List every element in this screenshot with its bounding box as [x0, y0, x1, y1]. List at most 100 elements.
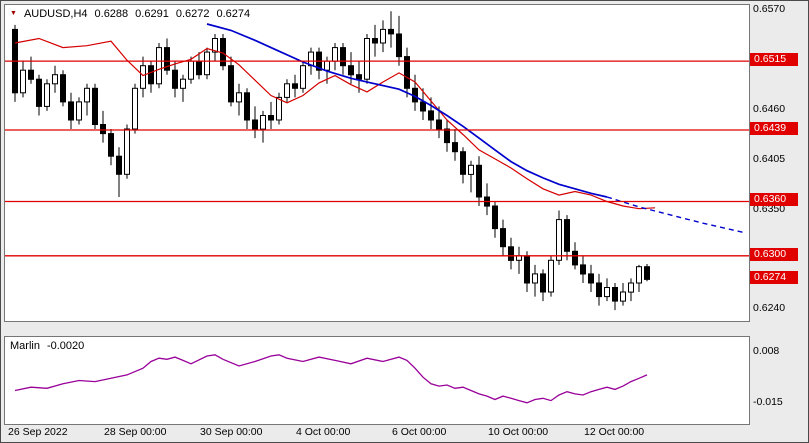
symbol-marker-icon: ▼ — [10, 10, 17, 17]
candle — [180, 74, 186, 102]
candle — [196, 52, 202, 80]
candle — [268, 101, 274, 129]
candle — [100, 110, 106, 143]
candle — [524, 251, 530, 292]
candle — [460, 147, 466, 184]
time-axis-label: 26 Sep 2022 — [8, 426, 68, 438]
candle — [388, 11, 394, 48]
trend-projection-line — [606, 196, 744, 233]
candle — [68, 92, 74, 129]
candle — [316, 47, 322, 80]
ohlc-low: 0.6272 — [175, 8, 210, 20]
level-price-label: 0.6439 — [750, 122, 798, 135]
candle — [636, 264, 642, 292]
candle — [500, 219, 506, 256]
candle — [612, 283, 618, 311]
candle — [644, 264, 650, 282]
candle — [84, 83, 90, 116]
time-axis-label: 4 Oct 00:00 — [296, 426, 351, 438]
candle — [108, 129, 114, 166]
candle — [228, 56, 234, 107]
candle — [92, 83, 98, 129]
candle — [156, 43, 162, 89]
fast-ma-line — [14, 37, 656, 210]
time-axis[interactable]: 26 Sep 2022 28 Sep 00:00 30 Sep 00:00 4 Oct… — [4, 425, 805, 440]
candle — [292, 74, 298, 98]
candle — [540, 269, 546, 302]
ohlc-open: 0.6288 — [94, 8, 129, 20]
price-chart-canvas[interactable] — [5, 5, 749, 321]
ohlc-high: 0.6291 — [135, 8, 169, 20]
candle — [412, 74, 418, 111]
price-tick-label: 0.6350 — [753, 203, 786, 215]
candle — [212, 34, 218, 62]
candle — [548, 255, 554, 297]
candle — [364, 34, 370, 84]
chart-header: ▼ AUDUSD,H4 0.6288 0.6291 0.6272 0.6274 — [10, 7, 257, 21]
candle — [564, 215, 570, 261]
candle — [140, 56, 146, 98]
candle — [252, 106, 258, 139]
level-price-label: 0.6360 — [750, 193, 798, 206]
candle — [76, 97, 82, 125]
time-axis-label: 28 Sep 00:00 — [104, 426, 167, 438]
indicator-header: Marlin -0.0020 — [10, 339, 91, 353]
ohlc-close: 0.6274 — [216, 8, 251, 20]
price-tick-label: 0.6405 — [753, 153, 786, 165]
candle — [588, 264, 594, 292]
candle — [12, 24, 18, 102]
indicator-tick-label: -0.015 — [753, 396, 783, 408]
candle — [36, 74, 42, 116]
indicator-canvas[interactable] — [5, 337, 749, 424]
price-tick-label: 0.6240 — [753, 302, 786, 314]
candle — [620, 283, 626, 306]
time-axis-label: 30 Sep 00:00 — [200, 426, 263, 438]
slow-ma-line — [206, 23, 608, 198]
candle — [596, 273, 602, 306]
main-chart-row: ▼ AUDUSD,H4 0.6288 0.6291 0.6272 0.6274 0.657… — [4, 3, 805, 322]
indicator-axis[interactable]: 0.008 -0.015 — [750, 336, 802, 425]
candle — [436, 106, 442, 139]
candle — [396, 15, 402, 66]
candle — [172, 61, 178, 98]
candle — [444, 120, 450, 152]
price-chart[interactable]: ▼ AUDUSD,H4 0.6288 0.6291 0.6272 0.6274 — [4, 4, 750, 322]
indicator-tick-label: 0.008 — [753, 345, 780, 357]
candle — [204, 47, 210, 80]
indicator-row: Marlin -0.0020 0.008 -0.015 — [4, 336, 805, 425]
level-price-label: 0.6300 — [750, 248, 798, 261]
candle — [284, 79, 290, 102]
candle — [356, 61, 362, 93]
candle — [580, 255, 586, 283]
candle — [468, 160, 474, 193]
bid-price-label: 0.6274 — [750, 271, 798, 284]
panel-separator[interactable] — [4, 322, 805, 336]
candle — [164, 38, 170, 75]
candle — [556, 210, 562, 265]
candle — [132, 83, 138, 134]
candle — [428, 97, 434, 129]
candle — [516, 246, 522, 274]
candle — [52, 65, 58, 93]
candle — [148, 61, 154, 93]
price-tick-label: 0.6570 — [753, 3, 786, 15]
candle — [44, 79, 50, 111]
price-tick-label: 0.6460 — [753, 103, 786, 115]
price-axis[interactable]: 0.6570 0.6460 0.6405 0.6350 0.6240 0.6515 0.64… — [750, 3, 802, 322]
candle — [276, 92, 282, 125]
candle — [244, 88, 250, 129]
candle — [380, 20, 386, 53]
candle — [300, 61, 306, 93]
candles-layer — [12, 11, 650, 311]
indicator-name-label: Marlin — [10, 340, 40, 352]
candle — [332, 43, 338, 71]
indicator-chart[interactable]: Marlin -0.0020 — [4, 336, 750, 425]
level-price-label: 0.6515 — [750, 53, 798, 66]
marlin-line — [14, 354, 648, 404]
candle — [124, 124, 130, 179]
candle — [20, 61, 26, 98]
time-axis-label: 10 Oct 00:00 — [488, 426, 549, 438]
candle — [372, 24, 378, 57]
candle — [116, 147, 122, 197]
